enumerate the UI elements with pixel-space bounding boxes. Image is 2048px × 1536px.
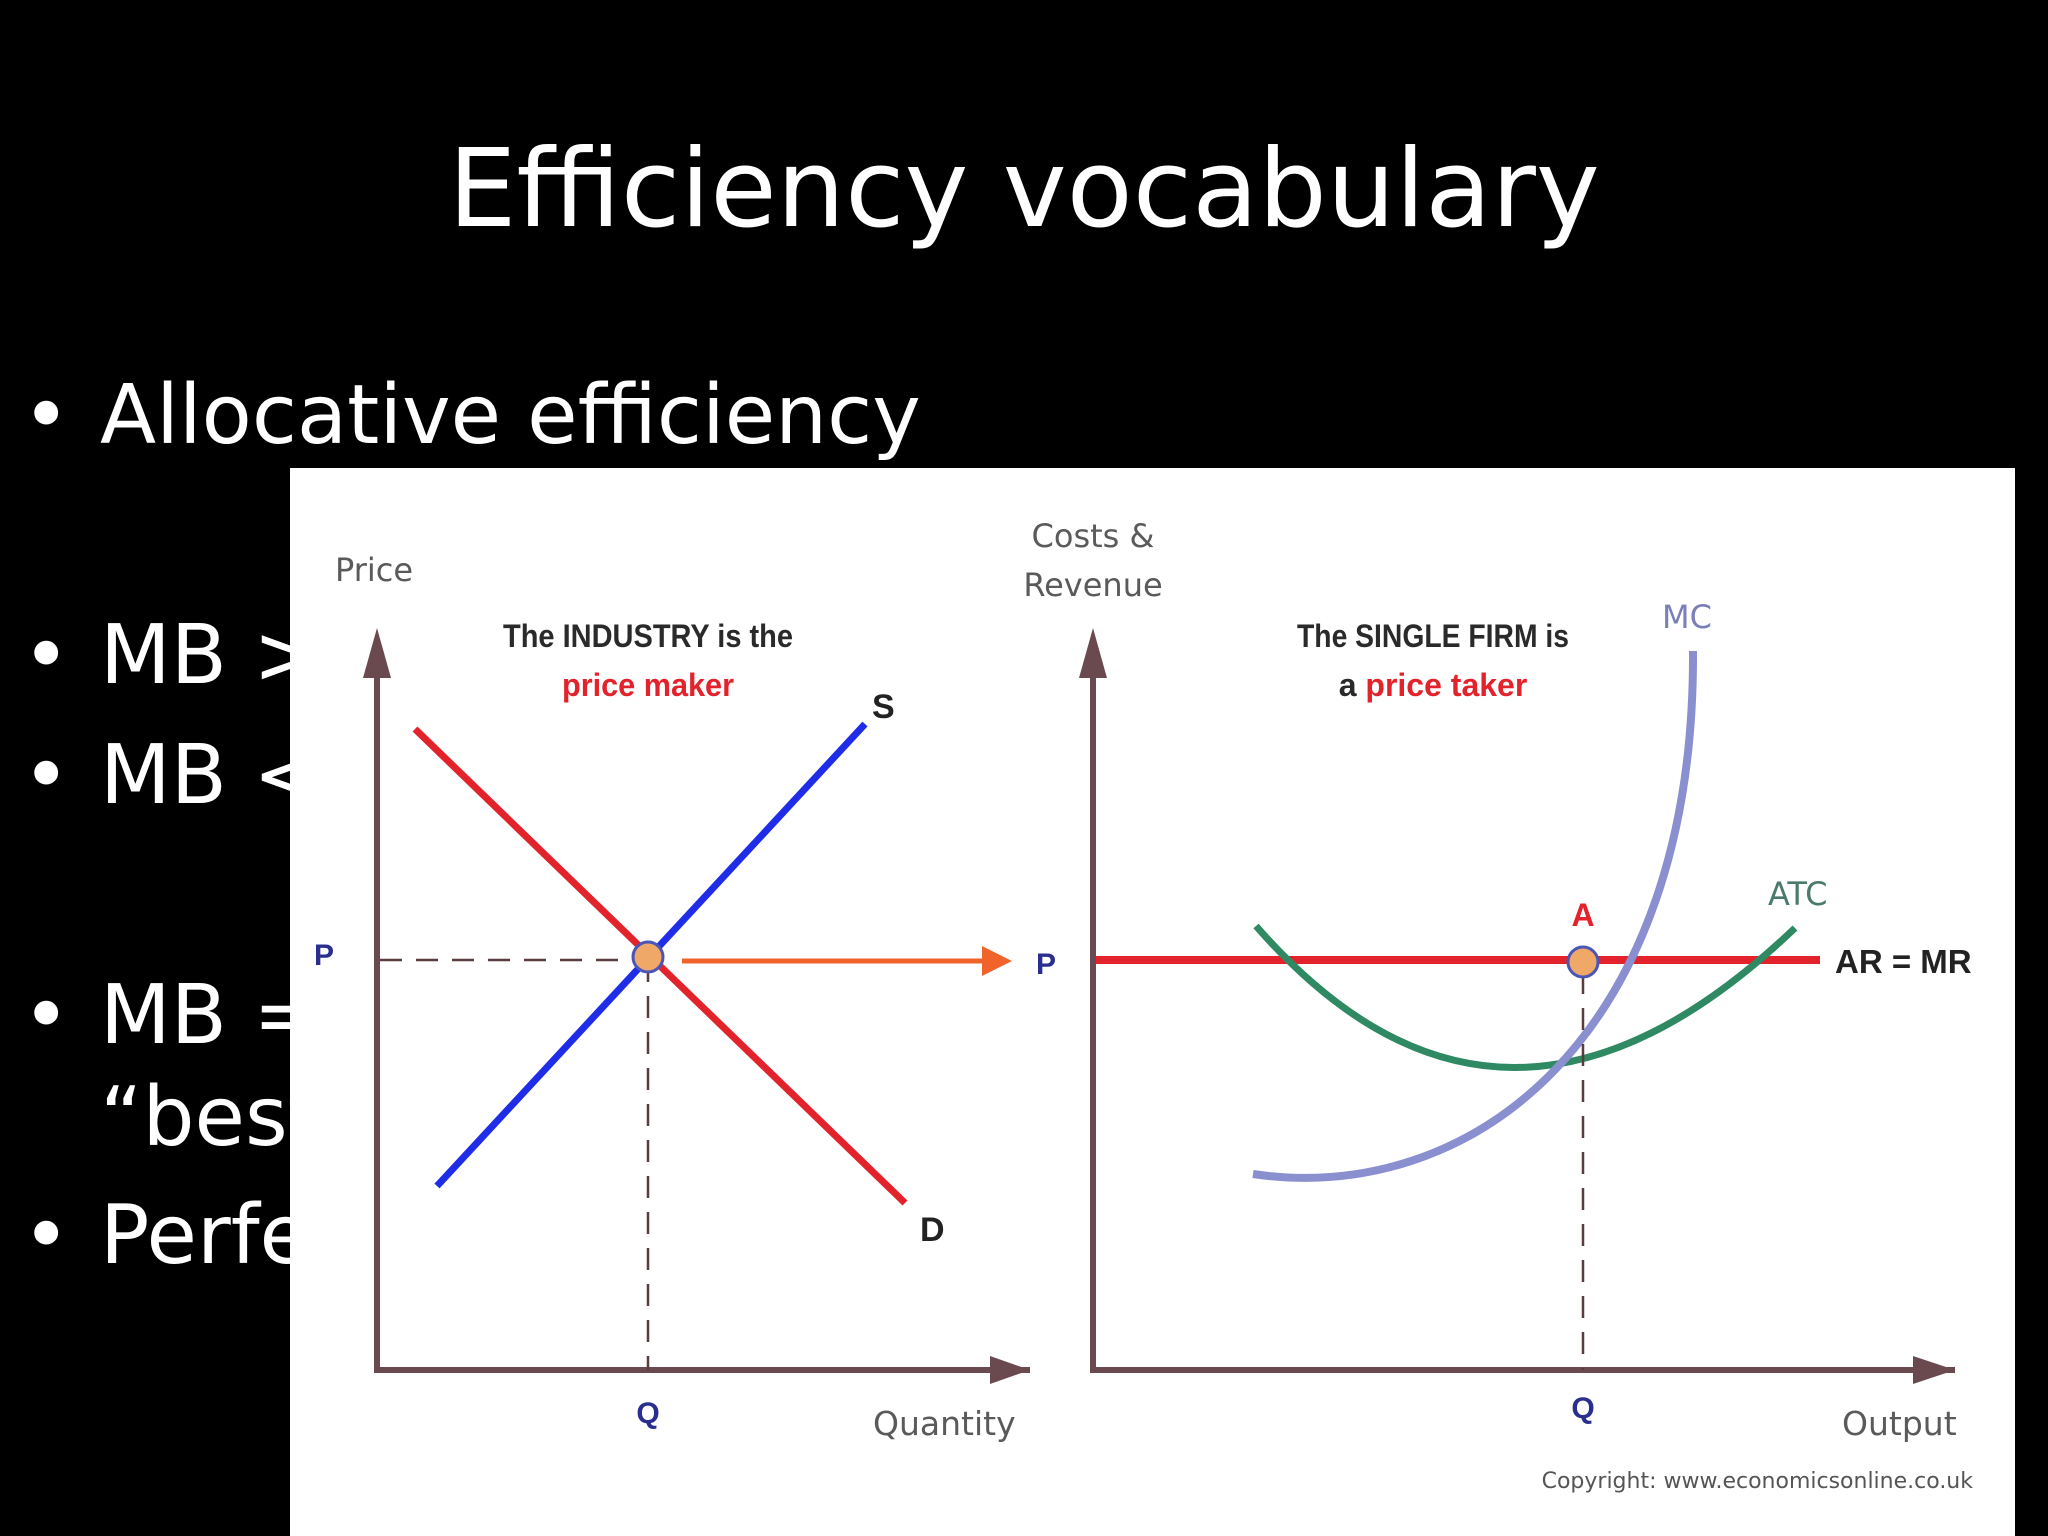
bullet-dot: •	[22, 1188, 71, 1283]
bullet-dot: •	[22, 968, 71, 1063]
left-y-axis-arrowhead	[363, 628, 391, 678]
industry-heading-line2: price maker	[562, 667, 734, 703]
bullet-text: MB <	[100, 728, 322, 823]
left-x-axis-label: Quantity	[873, 1404, 1016, 1443]
firm-heading-line2: a price taker	[1339, 667, 1528, 703]
bullet-dot: •	[22, 728, 71, 823]
right-price-label: P	[1036, 948, 1056, 981]
firm-equilibrium-point	[1566, 945, 1600, 979]
industry-heading-line1: The INDUSTRY is the	[503, 618, 793, 654]
industry-equilibrium-point	[631, 940, 665, 974]
bullet-dot: •	[22, 608, 71, 703]
bullet-dot: •	[22, 368, 71, 463]
bullet-allocative-efficiency: • Allocative efficiency	[22, 375, 921, 457]
demand-label: D	[920, 1211, 945, 1249]
firm-heading-emphasis: price taker	[1365, 667, 1527, 703]
bullet-text: Allocative efficiency	[100, 368, 921, 463]
arrow-head	[982, 946, 1012, 976]
bullet-text: Perfe	[100, 1188, 311, 1283]
copyright-text: Copyright: www.economicsonline.co.uk	[1542, 1469, 1974, 1494]
right-y-axis-label-line2: Revenue	[1023, 566, 1162, 604]
bullet-mb-less: • MB <	[22, 735, 322, 817]
firm-graph: Costs & Revenue Output The SINGLE FIRM i…	[1023, 517, 1971, 1443]
bullet-text: MB =	[100, 968, 322, 1063]
right-y-axis-arrowhead	[1079, 628, 1107, 678]
price-transfer-arrow	[680, 946, 1012, 976]
ar-mr-label: AR = MR	[1835, 943, 1972, 980]
right-quantity-label: Q	[1571, 1392, 1594, 1425]
slide-title: Efficiency vocabulary	[448, 127, 1600, 252]
left-x-axis-arrowhead	[990, 1356, 1030, 1384]
bullet-mb-greater: • MB >	[22, 615, 322, 697]
bullet-continuation: “best	[100, 1070, 320, 1165]
atc-curve	[1253, 923, 1798, 1071]
firm-heading-prefix: a	[1339, 667, 1366, 703]
bullet-text: MB >	[100, 608, 322, 703]
bullet-perfect: • Perfe	[22, 1195, 310, 1277]
left-price-label: P	[314, 939, 334, 972]
right-x-axis-label: Output	[1842, 1404, 1957, 1443]
mc-label: MC	[1662, 598, 1712, 636]
right-x-axis-arrowhead	[1913, 1356, 1955, 1384]
market-diagram: Price Quantity The INDUSTRY is the price…	[314, 517, 1974, 1494]
right-y-axis-label-line1: Costs &	[1032, 517, 1155, 555]
point-a-label: A	[1571, 897, 1594, 933]
firm-heading-line1: The SINGLE FIRM is	[1297, 618, 1569, 654]
bullet-mb-equal: • MB =	[22, 975, 322, 1057]
industry-graph: Price Quantity The INDUSTRY is the price…	[314, 551, 1030, 1443]
mc-curve	[1252, 650, 1698, 1182]
diagram-panel: Price Quantity The INDUSTRY is the price…	[290, 468, 2015, 1536]
atc-label: ATC	[1768, 875, 1827, 913]
left-quantity-label: Q	[636, 1397, 659, 1430]
left-y-axis-label: Price	[335, 551, 413, 589]
supply-label: S	[872, 688, 895, 726]
